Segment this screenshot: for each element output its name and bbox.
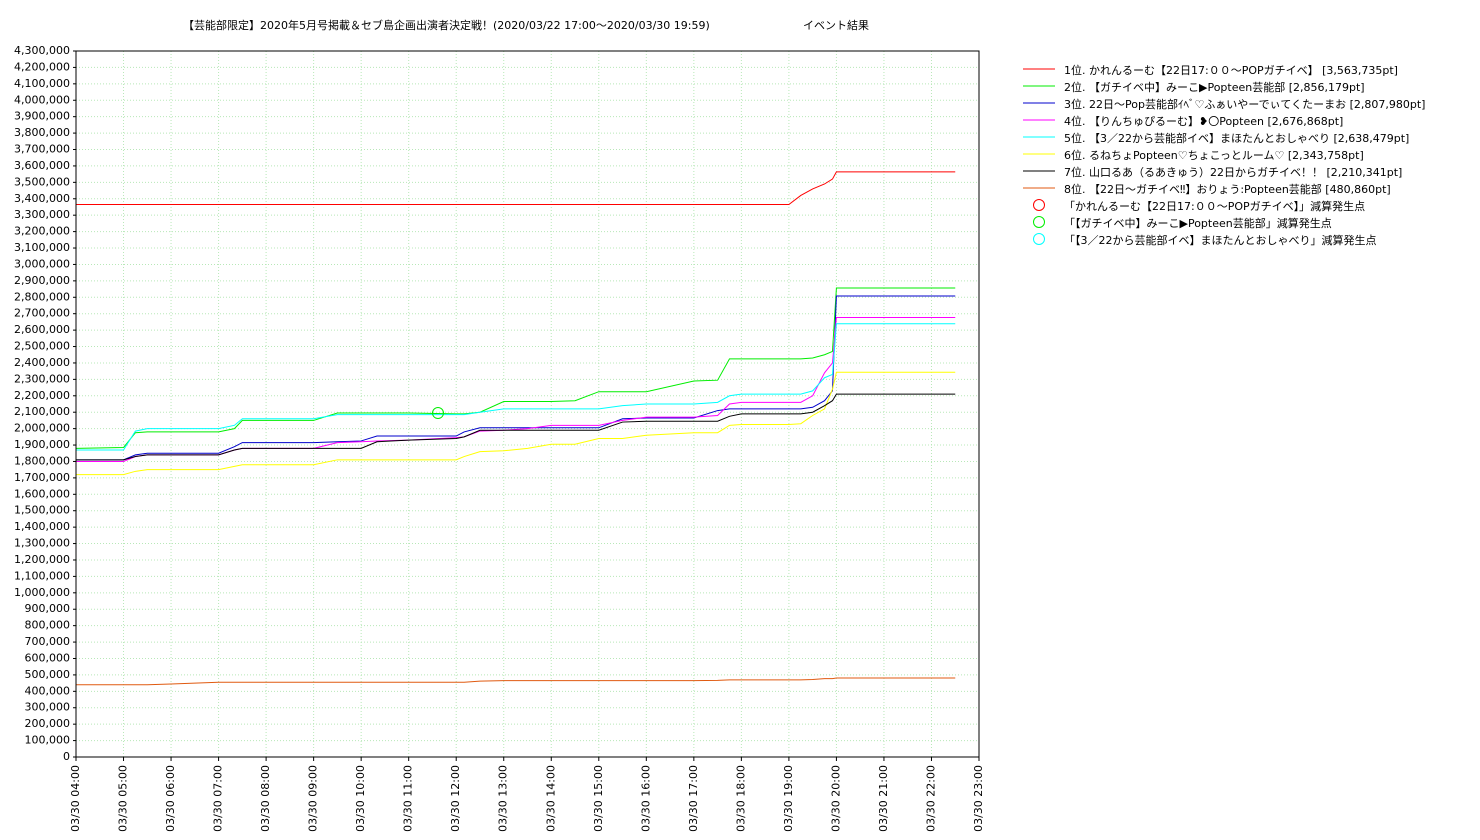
- y-tick-label: 2,300,000: [14, 372, 70, 385]
- legend-swatch: [1033, 199, 1045, 211]
- y-tick-label: 2,200,000: [14, 389, 70, 402]
- y-tick-label: 3,300,000: [14, 208, 70, 221]
- y-tick-label: 4,200,000: [14, 60, 70, 73]
- legend-label: 「【3／22から芸能部イベ】まほたんとおしゃべり」減算発生点: [1064, 233, 1377, 247]
- x-tick-label: 03/30 11:00: [402, 765, 415, 832]
- x-tick-label: 03/30 14:00: [544, 765, 557, 832]
- y-tick-label: 3,400,000: [14, 192, 70, 205]
- legend-label: 5位. 【3／22から芸能部イベ】まほたんとおしゃべり [2,638,479pt…: [1064, 131, 1409, 145]
- y-tick-label: 1,200,000: [14, 553, 70, 566]
- series-line: [75, 287, 956, 449]
- y-tick-label: 700,000: [25, 635, 71, 648]
- series-line: [76, 171, 956, 206]
- series-line: [76, 371, 956, 476]
- y-tick-label: 800,000: [25, 619, 71, 632]
- x-tick-label: 03/30 18:00: [734, 765, 747, 832]
- plot-frame: [75, 50, 980, 758]
- series-line: [76, 295, 956, 461]
- legend-label: 3位. 22日～Pop芸能部ｲﾍﾞ♡ふぁいやーでぃてくたーまお [2,807,9…: [1064, 97, 1425, 111]
- y-tick-label: 1,900,000: [14, 438, 70, 451]
- series-line: [76, 317, 956, 462]
- y-tick-label: 1,000,000: [14, 586, 70, 599]
- legend-swatch: [1033, 233, 1045, 245]
- x-tick-label: 03/30 23:00: [972, 765, 985, 832]
- legend-label: 1位. かれんるーむ【22日17:００～POPガチイベ】 [3,563,735p…: [1064, 63, 1398, 77]
- y-tick-label: 2,500,000: [14, 340, 70, 353]
- y-tick-label: 3,700,000: [14, 143, 70, 156]
- y-tick-label: 500,000: [25, 668, 71, 681]
- legend-label: 6位. るねちょPopteen♡ちょこっとルーム♡ [2,343,758pt]: [1064, 148, 1364, 162]
- y-tick-label: 3,000,000: [14, 257, 70, 270]
- legend-label: 2位. 【ガチイベ中】みーこ▶Popteen芸能部 [2,856,179pt]: [1064, 80, 1365, 94]
- y-tick-label: 2,600,000: [14, 323, 70, 336]
- y-tick-label: 3,900,000: [14, 110, 70, 123]
- y-tick-label: 4,300,000: [14, 44, 70, 57]
- y-tick-label: 4,100,000: [14, 77, 70, 90]
- x-tick-label: 03/30 07:00: [212, 765, 225, 832]
- y-tick-label: 2,000,000: [14, 422, 70, 435]
- y-tick-label: 1,300,000: [14, 537, 70, 550]
- x-tick-label: 03/30 06:00: [164, 765, 177, 832]
- x-tick-label: 03/30 16:00: [639, 765, 652, 832]
- legend-label: 4位. 【りんちゅぴるーむ】❥〇Popteen [2,676,868pt]: [1064, 114, 1343, 128]
- x-tick-label: 03/30 20:00: [829, 765, 842, 832]
- y-tick-label: 900,000: [25, 602, 71, 615]
- y-tick-label: 2,800,000: [14, 290, 70, 303]
- y-tick-label: 1,500,000: [14, 504, 70, 517]
- series-line: [76, 677, 956, 686]
- y-tick-label: 200,000: [25, 717, 71, 730]
- x-tick-label: 03/30 05:00: [117, 765, 130, 832]
- y-tick-label: 3,800,000: [14, 126, 70, 139]
- y-tick-label: 2,100,000: [14, 405, 70, 418]
- x-tick-label: 03/30 22:00: [924, 765, 937, 832]
- y-tick-label: 2,400,000: [14, 356, 70, 369]
- legend-swatch: [1033, 216, 1045, 228]
- y-tick-label: 2,700,000: [14, 307, 70, 320]
- y-tick-label: 1,400,000: [14, 520, 70, 533]
- x-tick-label: 03/30 08:00: [259, 765, 272, 832]
- x-tick-label: 03/30 04:00: [69, 765, 82, 832]
- x-tick-label: 03/30 21:00: [877, 765, 890, 832]
- legend-label: 「【ガチイベ中】みーこ▶Popteen芸能部」減算発生点: [1064, 216, 1332, 230]
- y-tick-label: 1,600,000: [14, 487, 70, 500]
- y-tick-label: 1,800,000: [14, 454, 70, 467]
- legend-label: 「かれんるーむ【22日17:００～POPガチイベ】」減算発生点: [1064, 199, 1365, 213]
- series-line: [76, 393, 956, 461]
- y-tick-label: 3,100,000: [14, 241, 70, 254]
- chart-title: 【芸能部限定】2020年5月号掲載＆セブ島企画出演者決定戦！(2020/03/2…: [183, 18, 710, 32]
- x-tick-label: 03/30 12:00: [449, 765, 462, 832]
- x-tick-label: 03/30 15:00: [592, 765, 605, 832]
- x-tick-label: 03/30 13:00: [497, 765, 510, 832]
- x-tick-label: 03/30 17:00: [687, 765, 700, 832]
- chart-subtitle: イベント結果: [803, 18, 869, 32]
- event-marker: [431, 407, 444, 420]
- y-tick-label: 3,200,000: [14, 225, 70, 238]
- y-tick-label: 100,000: [25, 734, 71, 747]
- x-tick-label: 03/30 09:00: [307, 765, 320, 832]
- y-tick-label: 1,100,000: [14, 569, 70, 582]
- y-tick-label: 300,000: [25, 701, 71, 714]
- y-tick-label: 2,900,000: [14, 274, 70, 287]
- y-tick-label: 600,000: [25, 651, 71, 664]
- legend-label: 8位. 【22日～ガチイベ‼】おりょう:Popteen芸能部 [480,860p…: [1064, 182, 1391, 196]
- legend-label: 7位. 山口るあ（るあきゅう）22日からガチイベ！！ [2,210,341pt]: [1064, 165, 1402, 179]
- y-tick-label: 0: [63, 750, 70, 763]
- x-tick-label: 03/30 19:00: [782, 765, 795, 832]
- y-tick-label: 3,500,000: [14, 175, 70, 188]
- y-tick-label: 400,000: [25, 684, 71, 697]
- y-tick-label: 1,700,000: [14, 471, 70, 484]
- x-tick-label: 03/30 10:00: [354, 765, 367, 832]
- y-tick-label: 4,000,000: [14, 93, 70, 106]
- series-line: [76, 323, 956, 451]
- y-tick-label: 3,600,000: [14, 159, 70, 172]
